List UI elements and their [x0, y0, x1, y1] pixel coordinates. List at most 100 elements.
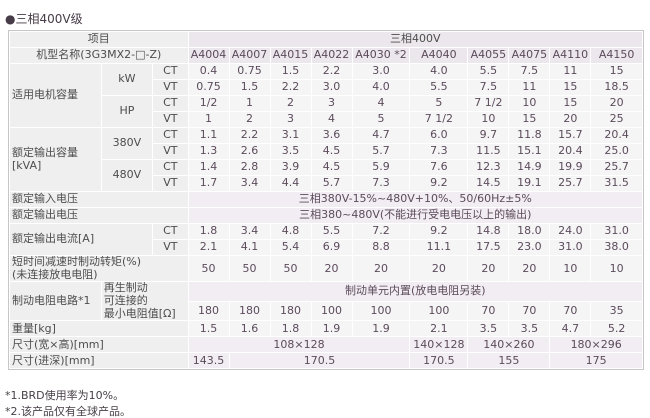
row-label: 适用电机容量 — [9, 63, 102, 128]
row-label: 额定输出电压 — [9, 207, 189, 224]
data-cell: 3.0 — [351, 63, 411, 80]
data-cell: 4.0 — [351, 79, 411, 96]
data-cell: 1.5 — [228, 79, 271, 96]
data-cell: 11.8 — [508, 127, 551, 144]
page-title: ●三相400V级 — [5, 12, 83, 26]
data-cell: 31.5 — [590, 175, 643, 192]
data-cell: 7.3 — [409, 143, 469, 160]
data-cell: 4.5 — [310, 143, 353, 160]
data-cell: 0.75 — [187, 79, 230, 96]
data-cell: 3.5 — [269, 143, 312, 160]
model-header: A4075 — [508, 47, 551, 64]
data-cell: 7.5 — [467, 79, 510, 96]
data-cell: 24.0 — [549, 223, 592, 240]
data-cell: 5.7 — [310, 175, 353, 192]
data-cell: 10 — [508, 95, 551, 112]
data-cell: 9.2 — [409, 175, 469, 192]
data-cell: 2.1 — [409, 320, 469, 338]
mode-label: VT — [152, 111, 189, 128]
row-label: 额定输出电流[A] — [8, 223, 154, 256]
data-cell: 7 1/2 — [467, 95, 510, 112]
data-cell: 2.2 — [269, 79, 312, 96]
data-cell: 1.8 — [269, 320, 312, 338]
model-header: A4055 — [467, 47, 510, 64]
data-cell: 6.9 — [310, 239, 353, 256]
data-cell: 2.6 — [228, 143, 271, 160]
data-cell: 11 — [508, 79, 551, 96]
data-cell: 25 — [590, 111, 643, 128]
data-cell: 10 — [590, 254, 643, 283]
item-header: 项目 — [9, 31, 189, 48]
data-cell: 20 — [549, 111, 592, 128]
data-cell: 50 — [269, 254, 312, 283]
data-cell: 1.7 — [187, 175, 230, 192]
data-cell: 38.0 — [590, 239, 643, 256]
data-cell: 4.4 — [269, 175, 312, 192]
data-cell: 4.8 — [269, 223, 312, 240]
data-cell: 0.4 — [187, 63, 230, 80]
data-cell: 11.1 — [409, 239, 469, 256]
data-cell: 15 — [590, 63, 643, 80]
data-cell: 20 — [409, 254, 469, 283]
model-header: A4150 — [590, 47, 643, 64]
data-cell: 20.4 — [549, 143, 592, 160]
data-cell: 31.0 — [590, 223, 643, 240]
data-cell: 1.9 — [351, 320, 411, 338]
data-cell: 14.5 — [467, 175, 510, 192]
spec-table-wrapper: 项目 三相400V 机型名称(3G3MX2-□-Z) A4004 A4007 A4015 A… — [8, 30, 644, 371]
data-cell: 70 — [467, 300, 510, 322]
data-cell: 20 — [590, 95, 643, 112]
data-cell: 14.9 — [508, 159, 551, 176]
row-label: 额定输出容量 [kVA] — [9, 127, 102, 192]
data-cell: 20 — [467, 254, 510, 283]
data-cell: 2.8 — [228, 159, 271, 176]
data-cell: 180 — [228, 300, 271, 322]
data-cell: 4.5 — [310, 159, 353, 176]
footnote-1: *1.BRD使用率为10%。 — [5, 389, 125, 403]
model-header: A4030 *2 — [351, 47, 411, 64]
data-cell: 4 — [351, 95, 411, 112]
data-cell: 1.4 — [187, 159, 230, 176]
data-cell: 100 — [409, 300, 469, 322]
row-label: 短时间减速时制动转矩(%) (未连接放电电阻) — [9, 254, 189, 283]
model-header: A4015 — [269, 47, 312, 64]
data-cell: 15.1 — [508, 143, 551, 160]
model-header: A4007 — [228, 47, 271, 64]
data-cell: 1/2 — [187, 95, 230, 112]
data-cell: 35 — [590, 300, 643, 322]
data-cell: 5.2 — [590, 320, 643, 338]
data-cell: 15 — [508, 111, 551, 128]
data-cell: 180 — [187, 300, 230, 322]
data-cell: 0.75 — [228, 63, 271, 80]
data-cell: 4.0 — [409, 63, 469, 80]
data-cell: 5.7 — [351, 143, 411, 160]
mode-label: CT — [152, 127, 189, 144]
data-cell: 9.2 — [409, 223, 469, 240]
data-cell: 4.7 — [351, 127, 411, 144]
data-cell: 1.1 — [187, 127, 230, 144]
span-cell: 制动单元内置(放电电阻另装) — [187, 281, 644, 302]
data-cell: 23.0 — [508, 239, 551, 256]
data-cell: 19.1 — [508, 175, 551, 192]
data-cell: 5 — [409, 95, 469, 112]
span-cell: 155 — [467, 352, 551, 370]
span-cell: 170.5 — [409, 352, 469, 370]
data-cell: 17.5 — [467, 239, 510, 256]
data-cell: 7.6 — [409, 159, 469, 176]
data-cell: 25.0 — [590, 143, 643, 160]
data-cell: 1.6 — [228, 320, 271, 338]
data-cell: 100 — [351, 300, 411, 322]
data-cell: 15.7 — [549, 127, 592, 144]
data-cell: 5.4 — [269, 239, 312, 256]
data-cell: 70 — [508, 300, 551, 322]
span-cell: 108×128 — [187, 336, 411, 354]
data-cell: 20 — [351, 254, 411, 283]
data-cell: 2 — [228, 111, 271, 128]
mode-label: CT — [152, 63, 189, 80]
data-cell: 12.3 — [467, 159, 510, 176]
data-cell: 3.5 — [508, 320, 551, 338]
data-cell: 19.9 — [549, 159, 592, 176]
group-header: 三相400V — [187, 31, 644, 48]
data-cell: 1.9 — [310, 320, 353, 338]
data-cell: 2.2 — [310, 63, 353, 80]
